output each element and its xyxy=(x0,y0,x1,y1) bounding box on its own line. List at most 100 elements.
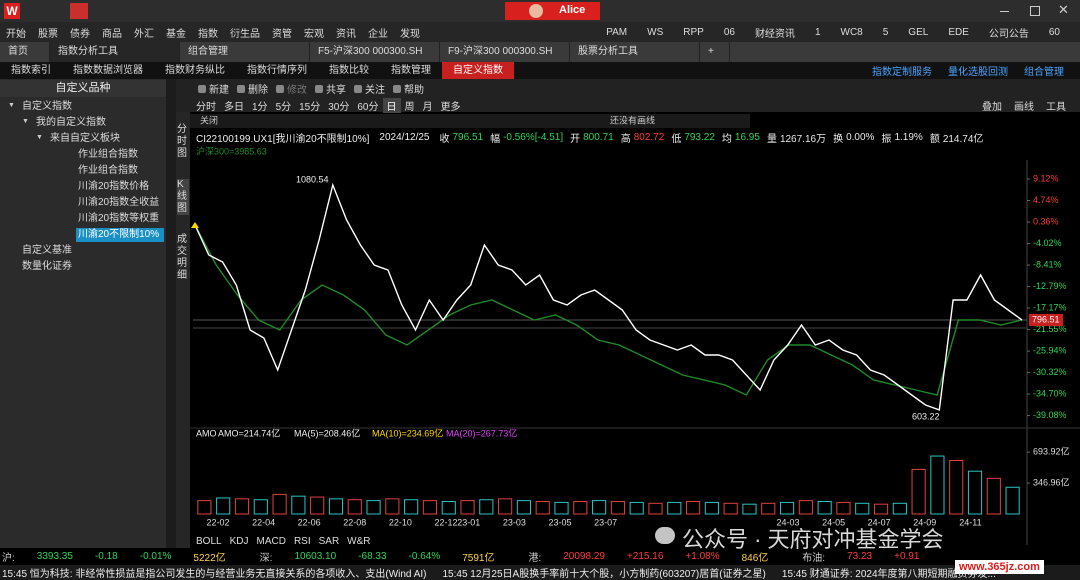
news-item[interactable]: 15:45 12月25日A股换手率前十大个股，小方制药(603207)居首(证券… xyxy=(442,569,766,580)
menu-item[interactable]: RPP xyxy=(683,26,704,38)
menu-item[interactable]: WC8 xyxy=(840,26,863,38)
menu-item[interactable]: 资管 xyxy=(272,28,292,40)
menu-item[interactable]: GEL xyxy=(908,26,929,38)
menu-item[interactable]: 60 xyxy=(1048,26,1060,38)
tool-right[interactable]: 工具 xyxy=(1046,101,1066,113)
indicator-tab[interactable]: KDJ xyxy=(229,536,249,547)
tab[interactable]: F9-沪深300 000300.SH xyxy=(440,42,570,62)
menu-item[interactable]: 债券 xyxy=(70,28,90,40)
menu-item[interactable]: 财经资讯 xyxy=(754,28,795,40)
tab[interactable]: + xyxy=(700,42,730,62)
menu-item[interactable]: 基金 xyxy=(166,28,186,40)
menu-item[interactable]: WS xyxy=(647,26,664,38)
menu-item[interactable]: 公司公告 xyxy=(988,28,1029,40)
menu-item[interactable]: 衍生品 xyxy=(230,28,260,40)
period-button[interactable]: 更多 xyxy=(440,101,461,113)
tab[interactable]: 组合管理 xyxy=(180,42,310,62)
menu-item[interactable]: 宏观 xyxy=(304,28,324,40)
tree-item[interactable]: 来自自定义板块 xyxy=(50,133,120,144)
menu-item[interactable]: 开始 xyxy=(6,28,26,40)
tree-item[interactable]: 川渝20指数等权重 xyxy=(78,213,160,224)
tree-item[interactable]: 自定义指数 xyxy=(22,101,72,112)
sub-tab[interactable]: 自定义指数 xyxy=(442,62,514,79)
menu-item[interactable]: 企业 xyxy=(368,28,388,40)
news-bar xyxy=(0,565,1080,580)
sidebar-splitter[interactable] xyxy=(166,79,176,548)
period-button[interactable]: 60分 xyxy=(357,101,379,113)
window-controls[interactable]: ✕ xyxy=(1000,2,1070,17)
menu-item[interactable]: 股票 xyxy=(38,28,58,40)
tabs: 首页 指数分析工具 组合管理 F5-沪深300 000300.SH F9-沪深300 0… xyxy=(0,42,730,62)
close[interactable]: ✕ xyxy=(1058,2,1069,17)
sub-tab-link[interactable]: 组合管理 xyxy=(1024,67,1064,78)
news-item[interactable]: 15:45 财通证券: 2024年度第八期短期融资券发... xyxy=(781,569,996,580)
menu-item[interactable]: EDE xyxy=(948,26,969,38)
indicator-tab[interactable]: MACD xyxy=(256,536,286,547)
side-tab[interactable]: K线图 xyxy=(177,179,189,215)
volume-bar xyxy=(610,501,625,515)
menu-item[interactable]: 外汇 xyxy=(134,28,154,40)
period-button[interactable]: 日 xyxy=(382,97,401,113)
indicator-tab[interactable]: RSI xyxy=(293,536,311,547)
tool-right[interactable]: 叠加 xyxy=(982,101,1002,113)
sub-tab[interactable]: 指数行情序列 xyxy=(247,65,307,76)
app-logo[interactable]: W xyxy=(4,3,20,19)
tool-right[interactable]: 画线 xyxy=(1014,101,1034,113)
menu-item[interactable]: PAM xyxy=(606,26,628,38)
volume-bar xyxy=(516,500,531,515)
tab[interactable]: F5-沪深300 000300.SH xyxy=(310,42,440,62)
menu-item[interactable]: 指数 xyxy=(198,28,218,40)
indicator-tab[interactable]: BOLL xyxy=(196,536,222,547)
tool-button[interactable]: 删除 xyxy=(248,85,268,96)
minimize[interactable] xyxy=(1000,11,1009,12)
sub-tab-link[interactable]: 量化选股回测 xyxy=(948,67,1008,78)
period-button[interactable]: 30分 xyxy=(328,101,350,113)
tab[interactable]: 首页 xyxy=(0,42,50,62)
crop-button[interactable] xyxy=(70,3,88,19)
period-button[interactable]: 15分 xyxy=(299,101,321,113)
menu-item[interactable]: 1 xyxy=(814,26,821,38)
tree-item[interactable]: 川渝20指数全收益 xyxy=(78,197,160,208)
period-button[interactable]: 多日 xyxy=(224,101,244,113)
menu-item[interactable]: 5 xyxy=(882,26,889,38)
tool-button[interactable]: 新建 xyxy=(209,85,229,96)
menu-item[interactable]: 发现 xyxy=(400,28,420,40)
tool-button[interactable]: 关注 xyxy=(365,85,385,96)
period-button[interactable]: 月 xyxy=(422,101,433,113)
tree-item[interactable]: 作业组合指数 xyxy=(78,149,138,160)
sub-tab[interactable]: 指数管理 xyxy=(391,65,431,76)
indicator-tab[interactable]: SAR xyxy=(318,536,340,547)
sub-tab-link[interactable]: 指数定制服务 xyxy=(872,67,932,78)
sub-tab[interactable]: 指数财务纵比 xyxy=(165,65,225,76)
side-tab[interactable]: 成交明细 xyxy=(177,234,187,281)
tree-item[interactable]: 我的自定义指数 xyxy=(36,117,106,128)
quote-value: 800.71 xyxy=(583,131,614,143)
tree-item[interactable]: 自定义基准 xyxy=(22,245,72,256)
tool-button[interactable]: 共享 xyxy=(326,85,346,96)
period-button[interactable]: 分时 xyxy=(196,101,216,113)
quote-label: 均 xyxy=(721,133,732,145)
tree-item[interactable]: 数量化证券 xyxy=(22,261,72,272)
menu-item[interactable]: 资讯 xyxy=(336,28,356,40)
tool-button[interactable]: 帮助 xyxy=(404,85,424,96)
period-button[interactable]: 1分 xyxy=(252,101,268,113)
user-badge[interactable]: Alice xyxy=(505,2,600,20)
sub-tab[interactable]: 指数索引 xyxy=(11,65,51,76)
tool-button[interactable]: 修改 xyxy=(287,85,307,96)
tab[interactable]: 股票分析工具 xyxy=(570,42,700,62)
menu-item[interactable]: 商品 xyxy=(102,28,122,40)
news-item[interactable]: 15:45 恒为科技: 非经常性损益是指公司发生的与经营业务无直接关系的各项收入… xyxy=(2,569,427,580)
sub-tab[interactable]: 指数比较 xyxy=(329,65,369,76)
sub-tab[interactable]: 指数数据浏览器 xyxy=(73,65,143,76)
period-button[interactable]: 周 xyxy=(404,101,415,113)
tool-icon xyxy=(393,84,401,93)
indicator-tab[interactable]: W&R xyxy=(347,536,371,547)
tree-item[interactable]: 川渝20不限制10% xyxy=(76,228,164,242)
tree-item[interactable]: 作业组合指数 xyxy=(78,165,138,176)
tab[interactable]: 指数分析工具 xyxy=(50,42,180,62)
maximize[interactable] xyxy=(1030,6,1040,16)
period-button[interactable]: 5分 xyxy=(275,101,292,113)
menu-item[interactable]: 06 xyxy=(723,26,735,38)
side-tab[interactable]: 分时图 xyxy=(177,124,187,159)
tree-item[interactable]: 川渝20指数价格 xyxy=(78,181,150,192)
